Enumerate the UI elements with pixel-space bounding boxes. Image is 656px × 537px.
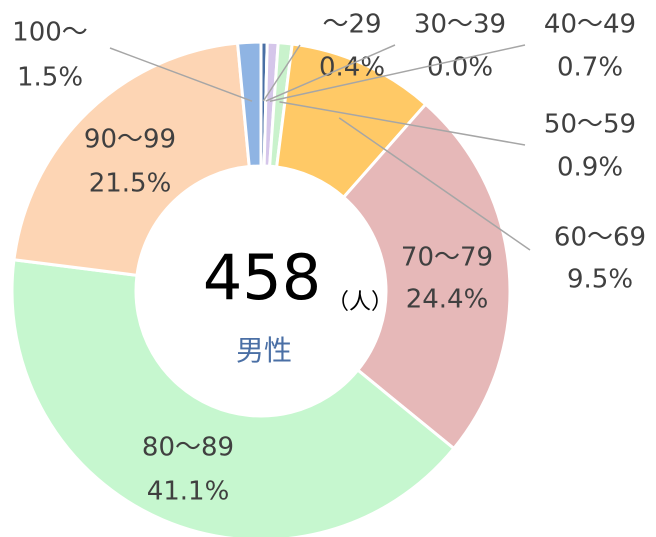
value-label: 24.4% xyxy=(406,285,489,315)
center-label: 男性 xyxy=(236,334,292,367)
category-label: 90〜99 xyxy=(84,125,176,155)
category-label: 80〜89 xyxy=(142,433,234,463)
value-label: 41.1% xyxy=(147,477,230,507)
slice xyxy=(235,40,263,169)
category-label: 30〜39 xyxy=(414,10,506,40)
leader-line xyxy=(109,47,253,102)
slice xyxy=(12,41,251,278)
category-label: 100〜 xyxy=(12,18,88,48)
leader-line xyxy=(265,44,396,102)
center-value: 458 xyxy=(203,241,321,314)
category-label: 60〜69 xyxy=(554,223,646,253)
center-unit: （人） xyxy=(327,290,393,315)
value-label: 0.7% xyxy=(557,53,623,83)
value-label: 1.5% xyxy=(17,63,83,93)
category-label: 50〜59 xyxy=(544,110,636,140)
category-label: 〜29 xyxy=(322,10,381,40)
value-label: 0.9% xyxy=(557,153,623,183)
slice xyxy=(341,102,512,451)
leader-line xyxy=(279,101,526,146)
value-label: 0.0% xyxy=(427,53,493,83)
leader-line xyxy=(269,44,526,102)
value-label: 9.5% xyxy=(567,265,633,295)
category-label: 70〜79 xyxy=(401,243,493,273)
value-label: 0.4% xyxy=(319,53,385,83)
value-label: 21.5% xyxy=(89,169,172,199)
leader-line xyxy=(262,44,301,102)
category-label: 40〜49 xyxy=(544,10,636,40)
leader-line xyxy=(338,117,531,251)
slice xyxy=(10,258,456,537)
